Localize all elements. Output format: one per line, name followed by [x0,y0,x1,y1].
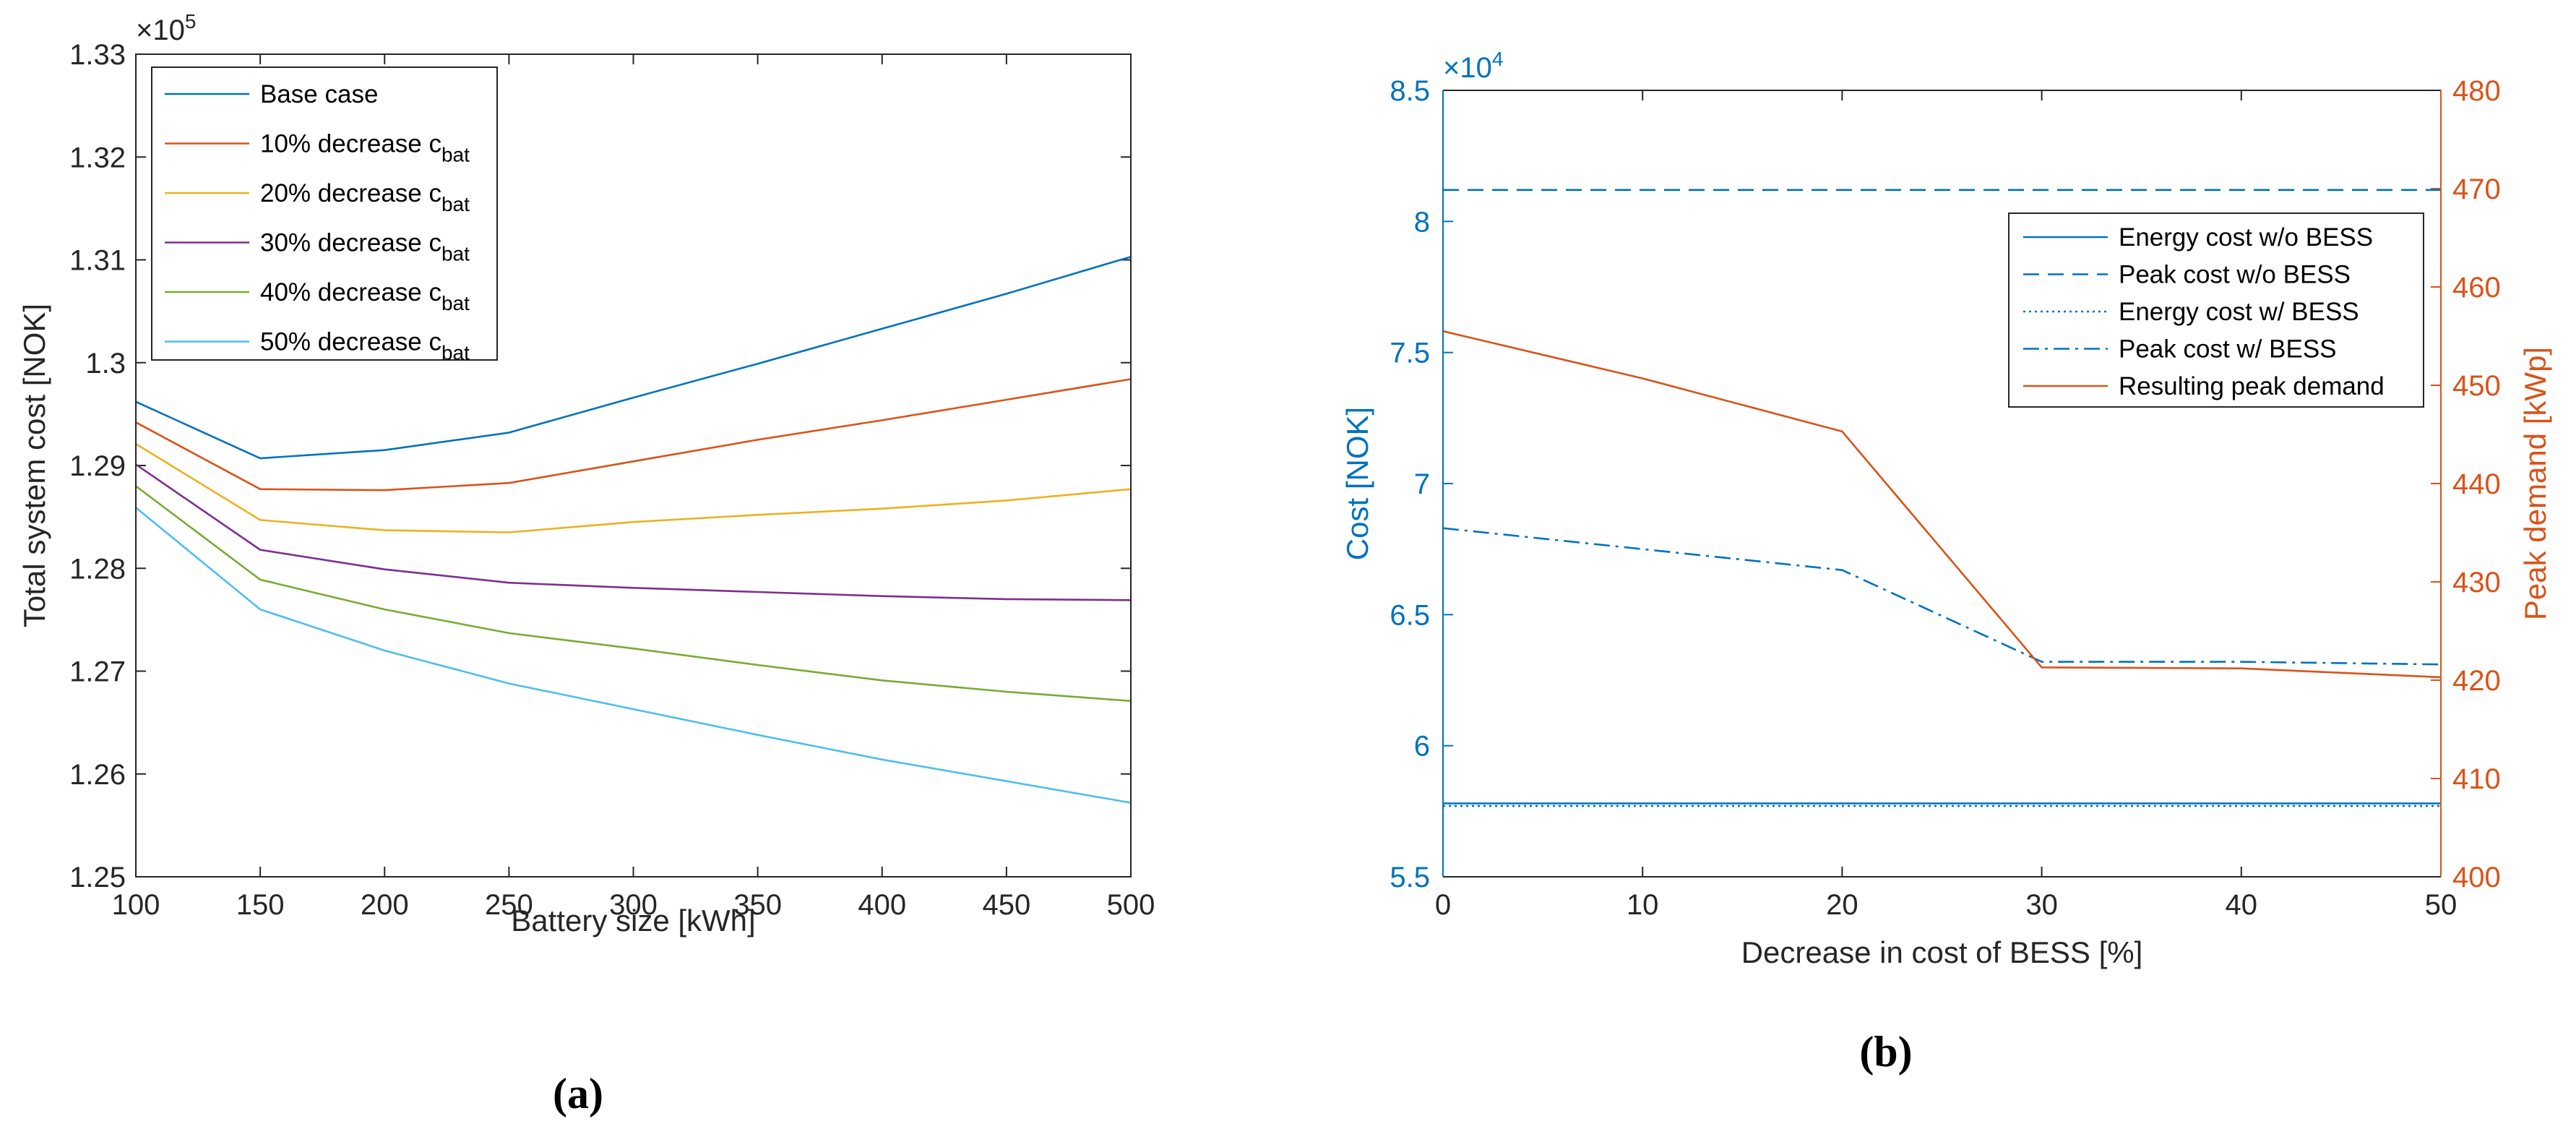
legend-label-1: Base case [260,80,378,108]
x-tick-label-b: 10 [1627,889,1659,921]
y-right-tick-label-b: 440 [2452,468,2501,500]
legend-label-6: 50% decrease cbat [260,328,470,364]
y-right-axis-label-b: Peak demand [kWp] [2518,347,2552,620]
axes-frame-a [135,53,1132,878]
y-axis-label-a: Total system cost [NOK] [17,304,51,627]
legend-label-b-5: Resulting peak demand [2119,372,2385,400]
y-tick-label-a: 1.25 [69,862,126,893]
caption-a: (a) [553,1070,603,1117]
legend-label-5: 40% decrease cbat [260,278,470,314]
y-left-tick-label-b: 7 [1414,468,1430,500]
x-tick-label-b: 50 [2425,889,2457,921]
series-line-6 [135,507,1132,804]
y-right-tick-label-b: 480 [2452,75,2501,107]
y-right-tick-label-b: 470 [2452,173,2501,205]
panel-a-line-chart: 100 150 200 250 300 350 400 450 500 1.25 1.26 1.27 1… [17,10,1155,938]
y-tick-label-a: 1.27 [69,656,126,688]
y-tick-label-a: 1.31 [69,245,126,277]
legend-label-3: 20% decrease cbat [260,179,470,215]
legend-label-b-4: Peak cost w/ BESS [2119,335,2337,364]
series-line-4 [135,463,1132,601]
series-line-b-5 [1442,330,2442,679]
x-tick-label-b: 0 [1435,889,1451,921]
legend-label-4: 30% decrease cbat [260,229,470,265]
legend-label-b-3: Energy cost w/ BESS [2119,298,2359,326]
x-tick-label-a: 250 [485,889,533,921]
x-tick-label-a: 300 [609,889,658,921]
y-tick-label-a: 1.29 [69,450,126,482]
panel-b-line-chart: 0 10 20 30 40 50 5.5 6 6.5 7 7.5 8 8.5 400 410 420 430 44… [1340,48,2552,969]
x-tick-label-a: 450 [983,889,1031,921]
x-tick-label-a: 200 [361,889,409,921]
x-tick-label-a: 400 [858,889,906,921]
y-right-tick-label-b: 460 [2452,272,2501,304]
y-left-tick-label-b: 6 [1414,731,1430,763]
y-left-tick-label-b: 5.5 [1390,862,1430,893]
y-tick-label-a: 1.32 [69,142,126,173]
plot-area-b [1443,90,2441,877]
series-line-1 [135,255,1132,460]
y-left-axis-label-b: Cost [NOK] [1340,407,1374,560]
y-right-tick-label-b: 400 [2452,862,2501,893]
series-line-3 [135,442,1132,533]
y-tick-label-a: 1.28 [69,553,126,585]
y-tick-label-a: 1.3 [85,348,126,379]
legend-label-b-2: Peak cost w/o BESS [2119,261,2351,289]
legend-label-2: 10% decrease cbat [260,130,470,166]
x-tick-label-a: 500 [1107,889,1155,921]
x-tick-label-b: 40 [2226,889,2258,921]
y-tick-label-a: 1.26 [69,759,126,791]
y-right-tick-label-b: 410 [2452,763,2501,795]
caption-b: (b) [1859,1028,1912,1076]
y-right-tick-label-b: 420 [2452,665,2501,697]
y-left-tick-label-b: 7.5 [1390,338,1430,369]
x-axis-label-b: Decrease in cost of BESS [%] [1741,935,2143,969]
x-axis-label-a: Battery size [kWh] [511,904,755,938]
y-exponent-b: ×104 [1443,48,1503,84]
series-line-b-4 [1442,527,2442,666]
y-left-tick-label-b: 6.5 [1390,599,1430,631]
y-left-tick-label-b: 8.5 [1390,75,1430,107]
series-line-5 [135,485,1132,703]
legend-box-a [151,66,498,361]
y-exponent-a: ×105 [136,10,196,46]
x-tick-label-a: 100 [112,889,160,921]
x-tick-label-a: 350 [733,889,782,921]
x-tick-label-a: 150 [236,889,285,921]
series-line-2 [135,378,1132,492]
x-tick-label-b: 20 [1826,889,1858,921]
y-left-tick-label-b: 8 [1414,206,1430,238]
y-right-tick-label-b: 430 [2452,567,2501,598]
legend-box-b [2008,213,2424,408]
y-tick-label-a: 1.33 [69,39,126,71]
x-tick-label-b: 30 [2025,889,2058,921]
legend-label-b-1: Energy cost w/o BESS [2119,223,2373,252]
y-right-tick-label-b: 450 [2452,370,2501,402]
